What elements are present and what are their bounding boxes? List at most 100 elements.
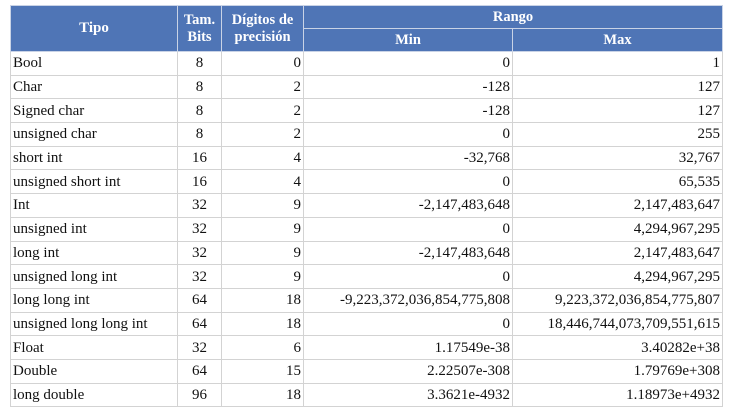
header-row: Min Max [11, 28, 724, 52]
header-cell: Max [511, 28, 724, 52]
table-cell: long double [10, 382, 178, 408]
table-cell: 8 [177, 122, 222, 147]
table-row: unsigned long long int 64 18 0 18,446,744,07… [10, 311, 724, 337]
table-cell: 8 [177, 98, 222, 124]
table-cell: -2,147,483,648 [303, 240, 513, 266]
table-row: unsigned char 8 2 0 255 [10, 122, 724, 147]
table-cell: unsigned int [10, 216, 178, 242]
table-row: short int 16 4 -32,768 32,767 [10, 145, 724, 171]
table-cell: 1.18973e+4932 [511, 382, 724, 408]
table-cell: -32,768 [303, 145, 513, 171]
table-row: Signed char 8 2 -128 127 [10, 98, 724, 124]
table-cell: 32 [177, 335, 222, 360]
table-cell: 1.17549e-38 [303, 335, 513, 360]
table-cell: 2 [221, 122, 304, 147]
table-cell: long long int [10, 287, 178, 313]
table-cell: 2.22507e-308 [303, 358, 513, 384]
table-cell: 3.3621e-4932 [303, 382, 513, 408]
table-cell: 2,147,483,647 [511, 193, 724, 218]
table-cell: Bool [10, 51, 178, 76]
table-cell: 32 [177, 193, 222, 218]
table-cell: 3.40282e+38 [511, 335, 724, 360]
header-cell: Dígitos de precisión [221, 5, 304, 52]
type-table: Tipo Tam. Bits Dígitos de precisión Rang… [10, 5, 724, 408]
table-row: long double 96 18 3.3621e-4932 1.18973e+4932 [10, 382, 724, 408]
table-cell: 6 [221, 335, 304, 360]
table-cell: -128 [303, 98, 513, 124]
table-cell: 9 [221, 240, 304, 266]
header-cell: Rango [302, 5, 724, 29]
table-cell: 1.79769e+308 [511, 358, 724, 384]
header-row: Tipo Tam. Bits Dígitos de precisión Rang… [10, 5, 724, 52]
table-row: long long int 64 18 -9,223,372,036,854,775,… [10, 287, 724, 313]
table-cell: 4,294,967,295 [511, 216, 724, 242]
table-row: long int 32 9 -2,147,483,648 2,147,483,647 [10, 240, 724, 266]
table-cell: -128 [303, 74, 513, 100]
table-cell: 255 [511, 122, 724, 147]
table-cell: 2 [221, 98, 304, 124]
table-row: unsigned long int 32 9 0 4,294,967,295 [10, 264, 724, 289]
table-row: Float 32 6 1.17549e-38 3.40282e+38 [10, 335, 724, 360]
table-cell: 9,223,372,036,854,775,807 [511, 287, 724, 313]
table-cell: -9,223,372,036,854,775,808 [303, 287, 513, 313]
header-cell: Min [303, 28, 513, 52]
table-cell: Signed char [10, 98, 178, 124]
table-cell: 4,294,967,295 [511, 264, 724, 289]
table-cell: 64 [177, 311, 222, 337]
table-cell: 9 [221, 216, 304, 242]
table-cell: 2 [221, 74, 304, 100]
table-cell: 65,535 [511, 169, 724, 195]
table-cell: 16 [177, 145, 222, 171]
table-cell: 9 [221, 264, 304, 289]
table-cell: Float [10, 335, 178, 360]
table-cell: 0 [303, 122, 513, 147]
table-cell: unsigned short int [10, 169, 178, 195]
table-cell: unsigned long long int [10, 311, 178, 337]
table-cell: 32,767 [511, 145, 724, 171]
table-cell: 127 [511, 98, 724, 124]
table-cell: short int [10, 145, 178, 171]
table-cell: 18,446,744,073,709,551,615 [511, 311, 724, 337]
table-cell: 32 [177, 216, 222, 242]
table-cell: 4 [221, 169, 304, 195]
table-row: Double 64 15 2.22507e-308 1.79769e+308 [10, 358, 724, 384]
table-cell: 127 [511, 74, 724, 100]
table-cell: 4 [221, 145, 304, 171]
table-row: unsigned short int 16 4 0 65,535 [10, 169, 724, 195]
table-cell: Char [10, 74, 178, 100]
table-cell: long int [10, 240, 178, 266]
table-cell: 16 [177, 169, 222, 195]
table-cell: 0 [303, 311, 513, 337]
table-row: unsigned int 32 9 0 4,294,967,295 [10, 216, 724, 242]
table-cell: 32 [177, 240, 222, 266]
table-cell: 9 [221, 193, 304, 218]
table-cell: 0 [303, 169, 513, 195]
table-row: Bool 8 0 0 1 [10, 51, 724, 76]
table-cell: 1 [511, 51, 724, 76]
header-cell: Tipo [10, 5, 178, 52]
table-cell: unsigned long int [10, 264, 178, 289]
table-cell: 96 [177, 382, 222, 408]
table-cell: 8 [177, 51, 222, 76]
table-cell: 0 [221, 51, 304, 76]
table-cell: 8 [177, 74, 222, 100]
table-cell: 18 [221, 382, 304, 408]
header-cell: Tam. Bits [177, 5, 222, 52]
table-row: Char 8 2 -128 127 [10, 74, 724, 100]
table-body: Bool 8 0 0 1 Char 8 2 -128 127 Signed char 8 2 -128 12… [10, 51, 724, 408]
table-cell: 64 [177, 287, 222, 313]
table-cell: 0 [303, 51, 513, 76]
table-cell: 0 [303, 264, 513, 289]
table-cell: 64 [177, 358, 222, 384]
table-cell: unsigned char [10, 122, 178, 147]
table-cell: 2,147,483,647 [511, 240, 724, 266]
table-cell: 18 [221, 311, 304, 337]
table-cell: Double [10, 358, 178, 384]
table-cell: Int [10, 193, 178, 218]
table-cell: 32 [177, 264, 222, 289]
table-cell: -2,147,483,648 [303, 193, 513, 218]
table-cell: 15 [221, 358, 304, 384]
table-cell: 18 [221, 287, 304, 313]
table-cell: 0 [303, 216, 513, 242]
